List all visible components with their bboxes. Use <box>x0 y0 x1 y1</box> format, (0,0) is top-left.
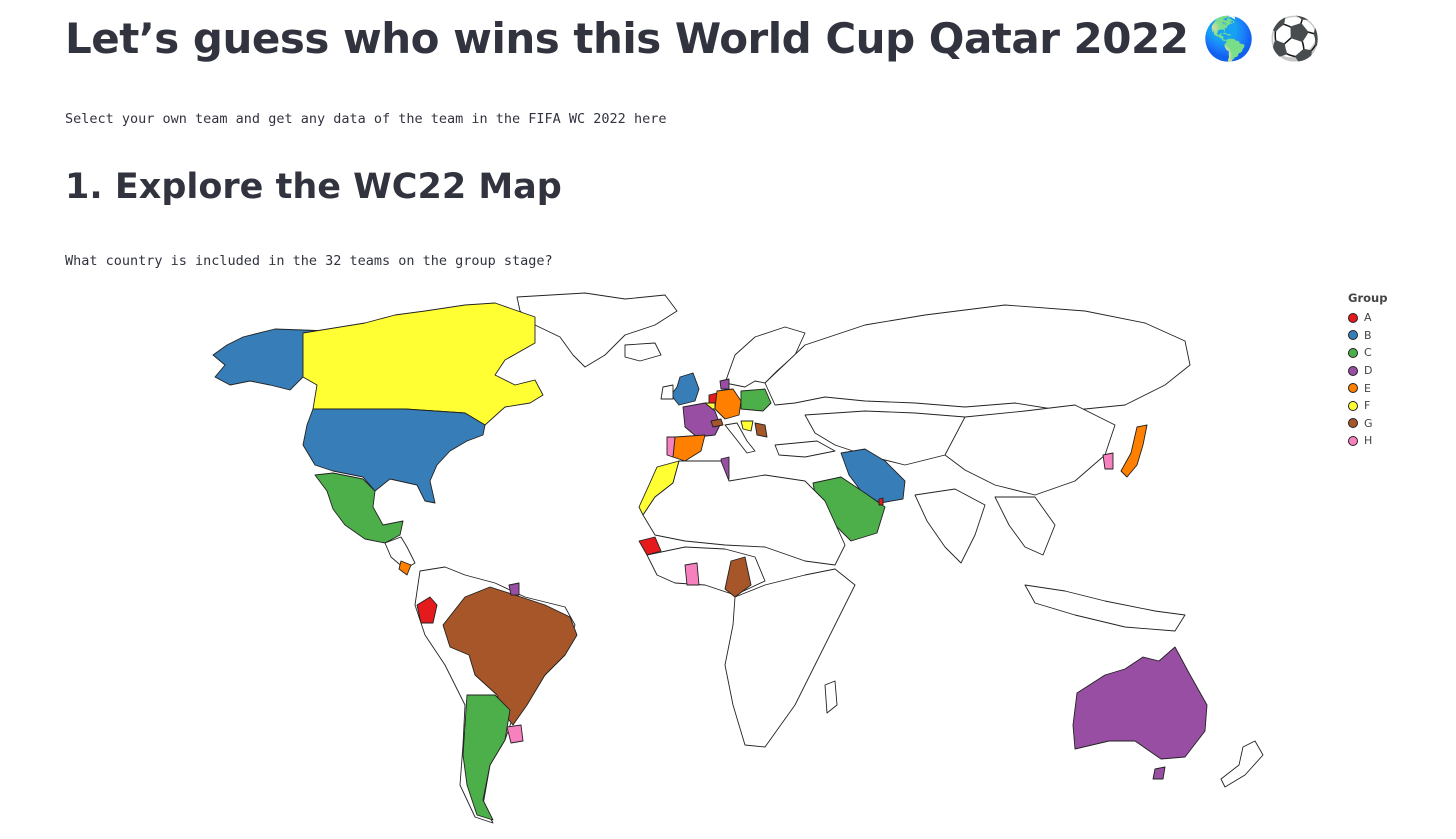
country-new-zealand[interactable] <box>1220 740 1264 788</box>
legend-item-f[interactable]: F <box>1348 397 1387 415</box>
legend-item-h[interactable]: H <box>1348 432 1387 450</box>
region-central-america[interactable] <box>384 536 416 570</box>
legend-label: E <box>1364 381 1371 395</box>
country-china[interactable] <box>944 404 1116 496</box>
country-iceland[interactable] <box>624 342 662 362</box>
country-costa-rica[interactable] <box>398 560 412 576</box>
country-ireland[interactable] <box>660 384 674 400</box>
legend-swatch <box>1348 383 1358 394</box>
country-portugal[interactable] <box>666 436 676 458</box>
region-russia[interactable] <box>764 304 1191 412</box>
country-turkey[interactable] <box>774 440 836 458</box>
legend-swatch <box>1348 418 1358 429</box>
legend-swatch <box>1348 435 1358 446</box>
country-france[interactable] <box>682 402 721 438</box>
country-cameroon[interactable] <box>724 556 752 598</box>
legend-swatch <box>1348 365 1358 376</box>
legend-swatch <box>1348 347 1358 358</box>
legend-label: A <box>1364 311 1372 325</box>
country-spain[interactable] <box>672 434 706 462</box>
country-argentina[interactable] <box>462 694 511 821</box>
question-text: What country is included in the 32 teams… <box>65 253 553 269</box>
world-map[interactable] <box>65 285 1335 835</box>
legend-item-d[interactable]: D <box>1348 362 1387 380</box>
country-iran[interactable] <box>840 448 906 504</box>
legend-item-c[interactable]: C <box>1348 344 1387 362</box>
country-qatar[interactable] <box>878 497 884 506</box>
country-usa[interactable] <box>302 408 486 504</box>
country-australia-tasmania[interactable] <box>1152 766 1166 780</box>
country-brazil[interactable] <box>442 586 578 726</box>
country-germany[interactable] <box>714 388 742 420</box>
legend-swatch <box>1348 330 1358 341</box>
legend-swatch <box>1348 312 1358 323</box>
legend-title: Group <box>1348 291 1388 305</box>
country-poland[interactable] <box>740 388 772 412</box>
country-ghana[interactable] <box>684 562 700 586</box>
country-croatia[interactable] <box>740 420 754 432</box>
legend-label: C <box>1364 346 1372 360</box>
intro-text: Select your own team and get any data of… <box>65 111 667 127</box>
country-switzerland[interactable] <box>710 418 724 428</box>
legend-item-e[interactable]: E <box>1348 379 1387 397</box>
country-french-guiana[interactable] <box>508 582 520 596</box>
legend-label: G <box>1364 416 1373 430</box>
country-australia[interactable] <box>1072 646 1208 760</box>
legend-label: F <box>1364 399 1371 413</box>
region-southern-africa[interactable] <box>724 568 856 748</box>
country-greenland[interactable] <box>516 292 678 368</box>
country-serbia[interactable] <box>754 422 768 438</box>
section-heading: 1. Explore the WC22 Map <box>65 167 562 207</box>
legend-swatch <box>1348 400 1358 411</box>
legend-item-g[interactable]: G <box>1348 415 1387 433</box>
country-japan[interactable] <box>1120 424 1148 478</box>
country-italy[interactable] <box>724 422 756 454</box>
legend-label: H <box>1364 434 1373 448</box>
country-madagascar[interactable] <box>824 680 838 714</box>
country-canada[interactable] <box>302 302 544 426</box>
legend-label: B <box>1364 328 1372 342</box>
region-south-asia[interactable] <box>914 488 986 564</box>
country-denmark[interactable] <box>719 378 730 390</box>
legend-item-a[interactable]: A <box>1348 309 1387 327</box>
region-north-africa[interactable] <box>642 460 846 566</box>
region-indonesia[interactable] <box>1024 584 1186 632</box>
region-southeast-asia[interactable] <box>994 496 1056 556</box>
country-senegal[interactable] <box>638 536 662 556</box>
country-south-korea[interactable] <box>1102 452 1114 470</box>
country-ecuador[interactable] <box>416 596 438 624</box>
page-title: Let’s guess who wins this World Cup Qata… <box>65 14 1321 63</box>
legend-label: D <box>1364 364 1373 378</box>
country-uruguay[interactable] <box>506 724 524 744</box>
country-england[interactable] <box>670 372 700 406</box>
country-mexico[interactable] <box>314 472 404 544</box>
legend-item-b[interactable]: B <box>1348 327 1387 345</box>
